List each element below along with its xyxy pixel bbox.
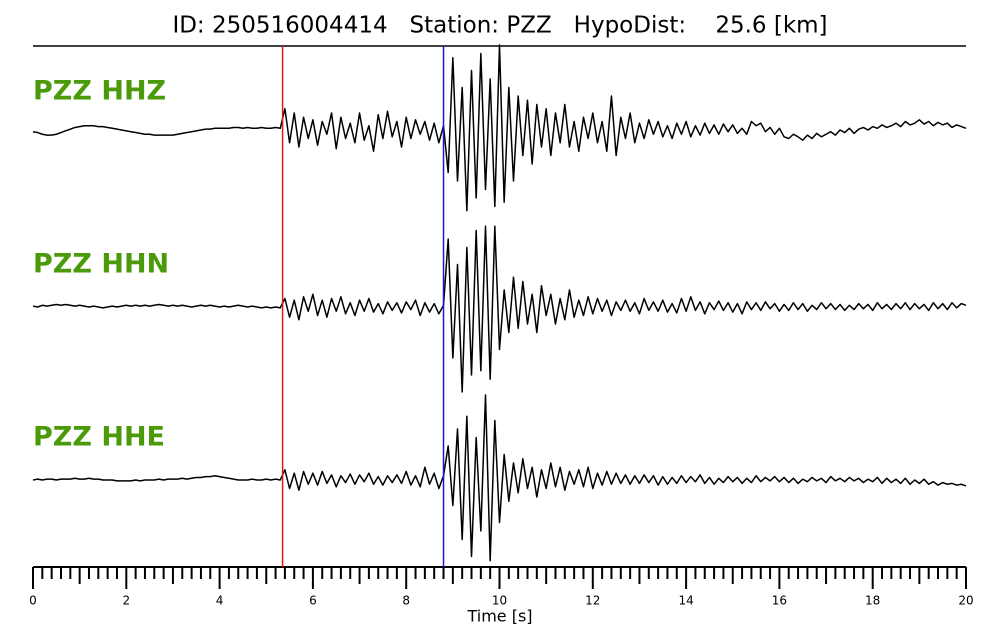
x-tick-label: 2: [122, 594, 130, 608]
waveform: [32, 394, 967, 562]
x-tick-label: 10: [492, 594, 507, 608]
x-axis-label: Time [s]: [466, 607, 532, 626]
x-tick-label: 6: [309, 594, 317, 608]
waveform: [32, 44, 967, 212]
x-tick-label: 0: [29, 594, 37, 608]
x-tick-label: 14: [678, 594, 693, 608]
trace-label: PZZ HHE: [33, 422, 165, 453]
x-tick-label: 8: [402, 594, 410, 608]
x-tick-label: 20: [958, 594, 973, 608]
trace-label: PZZ HHZ: [33, 76, 166, 107]
chart-title: ID: 250516004414 Station: PZZ HypoDist: …: [172, 13, 827, 39]
x-tick-label: 16: [772, 594, 787, 608]
x-tick-label: 18: [865, 594, 880, 608]
x-tick-label: 4: [216, 594, 224, 608]
waveform: [32, 225, 967, 393]
x-tick-label: 12: [585, 594, 600, 608]
trace-label: PZZ HHN: [33, 249, 169, 280]
